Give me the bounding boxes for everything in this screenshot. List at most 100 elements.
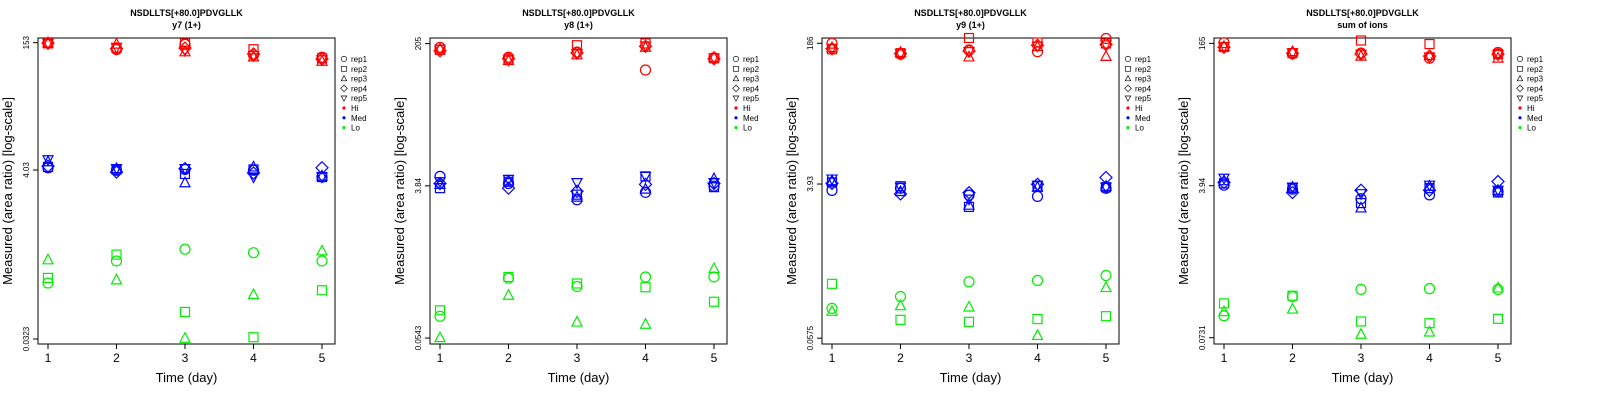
legend-label-rep1: rep1	[743, 55, 760, 64]
point-med-rep4-day3	[570, 184, 584, 199]
legend-shape	[341, 65, 347, 72]
point-med-rep4-day1	[825, 176, 839, 191]
point-med-rep2-day2	[503, 176, 514, 187]
point-hi-rep5-day3	[1355, 49, 1367, 62]
point-med-rep5-day5	[1492, 185, 1504, 198]
point-med-rep2-day3	[963, 201, 975, 212]
point-lo-rep3-day4	[1423, 325, 1436, 337]
point-med-rep5-day4	[639, 171, 652, 184]
point-hi-rep3-day3	[963, 50, 975, 62]
point-med-rep5-day2	[110, 163, 123, 176]
point-lo-rep3-day4	[247, 287, 260, 300]
chart-title: NSDLLTS[+80.0]PDVGLLK	[1306, 8, 1419, 18]
plot-frame	[1213, 37, 1512, 345]
legend-shape	[732, 55, 740, 63]
y-tick-label: 0.0543	[414, 325, 423, 350]
y-tick-label: 4.03	[22, 162, 31, 178]
x-axis-label: Time (day)	[940, 370, 1002, 385]
legend-rep1-icon	[340, 55, 348, 63]
point-med-rep5-day5	[316, 172, 328, 184]
point-lo-rep3-day3	[963, 300, 975, 312]
legend-shape	[1125, 65, 1131, 72]
plot-frame	[37, 37, 336, 345]
chart-subtitle: y7 (1+)	[172, 20, 201, 30]
point-hi-rep5-day3	[963, 47, 975, 59]
point-med-rep5-day2	[502, 174, 515, 187]
point-lo-rep2-day2	[503, 271, 514, 283]
legend-label-med: Med	[1135, 114, 1151, 123]
point-med-rep3-day3	[179, 175, 191, 188]
point-med-rep3-day5	[1100, 179, 1112, 191]
point-med-rep5-day3	[571, 178, 583, 190]
legend-rep5-icon	[1516, 95, 1524, 102]
legend-hi-dot	[1518, 106, 1522, 110]
legend-shape	[733, 65, 739, 72]
point-med-rep4-day1	[1217, 175, 1231, 190]
point-med-rep4-day3	[962, 185, 976, 200]
legend-rep1-icon	[732, 55, 740, 63]
legend-label-rep2: rep2	[1527, 65, 1544, 74]
legend-label-rep5: rep5	[351, 94, 368, 103]
y-tick-label: 153	[22, 35, 31, 49]
point-hi-rep5-day4	[1031, 41, 1044, 53]
point-lo-rep1-day4	[1423, 283, 1436, 295]
legend-lo-dot	[1126, 126, 1130, 130]
point-lo-rep2-day5	[1492, 313, 1504, 324]
point-lo-rep2-day2	[111, 249, 122, 260]
point-hi-rep2-day2	[895, 48, 906, 59]
point-hi-rep5-day4	[1423, 52, 1436, 64]
point-lo-rep1-day4	[639, 271, 652, 283]
point-lo-rep3-day4	[1031, 328, 1044, 341]
point-lo-rep1-day4	[247, 247, 260, 259]
point-lo-rep1-day1	[826, 302, 838, 314]
x-axis-label: Time (day)	[1332, 370, 1394, 385]
point-lo-rep1-day3	[179, 243, 191, 255]
legend-rep4-icon	[340, 84, 348, 93]
point-med-rep2-day3	[571, 189, 583, 200]
legend-label-med: Med	[1527, 114, 1543, 123]
legend-shape	[1517, 65, 1523, 72]
legend-label-rep2: rep2	[743, 65, 760, 74]
point-med-rep5-day1	[434, 177, 446, 189]
legend-rep4-icon	[732, 84, 740, 93]
x-tick-label: 5	[1103, 351, 1110, 365]
legend-lo-dot	[734, 126, 738, 130]
x-tick-label: 1	[829, 351, 836, 365]
point-lo-rep2-day1	[826, 278, 838, 289]
point-hi-rep3-day5	[708, 50, 720, 62]
legend-shape	[1124, 95, 1132, 102]
point-med-rep5-day4	[247, 172, 260, 184]
y-axis-label: Measured (area ratio) [log-scale]	[1176, 97, 1191, 285]
point-lo-rep1-day3	[571, 280, 583, 293]
point-med-rep5-day1	[42, 155, 54, 167]
point-med-rep4-day1	[433, 176, 447, 191]
legend-shape	[340, 55, 348, 63]
point-lo-rep2-day5	[708, 296, 720, 307]
y-tick-label: 186	[806, 36, 815, 50]
point-med-rep5-day5	[708, 178, 720, 190]
point-hi-rep5-day5	[316, 55, 328, 67]
point-lo-rep3-day4	[639, 317, 652, 329]
legend-rep4-icon	[1124, 84, 1132, 93]
legend-label-rep1: rep1	[1135, 55, 1152, 64]
x-tick-label: 4	[1426, 351, 1433, 365]
y-tick-label: 0.0323	[22, 326, 31, 351]
point-lo-rep2-day4	[640, 282, 651, 293]
legend-label-rep2: rep2	[1135, 65, 1152, 74]
point-med-rep4-day2	[893, 187, 908, 201]
legend-med-dot	[1518, 116, 1522, 120]
legend-shape	[340, 84, 348, 93]
point-med-rep3-day2	[1286, 180, 1299, 192]
point-hi-rep5-day5	[1492, 49, 1504, 62]
legend-rep3-icon	[1516, 74, 1524, 82]
legend-label-rep5: rep5	[1527, 94, 1544, 103]
point-hi-rep5-day5	[1100, 40, 1112, 52]
point-hi-rep5-day1	[434, 44, 446, 57]
legend-label-rep3: rep3	[1527, 75, 1544, 84]
point-med-rep5-day3	[179, 163, 191, 176]
point-med-rep4-day1	[41, 159, 55, 174]
point-med-rep5-day4	[1423, 180, 1436, 192]
chart-panel-2: NSDLLTS[+80.0]PDVGLLK y8 (1+) 1 2 3 4 5 Time (d…	[392, 8, 760, 385]
legend-label-rep5: rep5	[743, 94, 760, 103]
